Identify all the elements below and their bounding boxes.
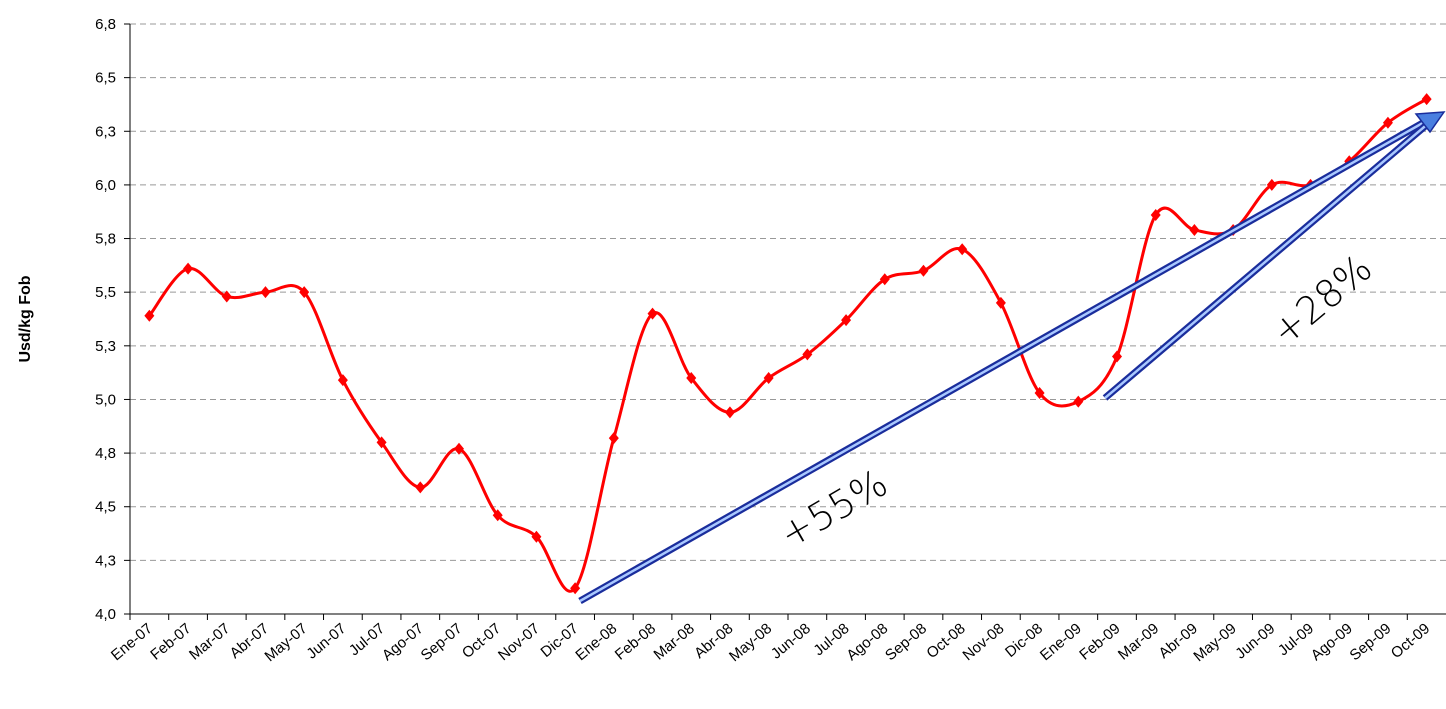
marker	[1073, 395, 1084, 408]
y-tick-label: 5,8	[95, 231, 116, 248]
y-tick-label: 6,0	[95, 177, 116, 194]
x-tick-label: Nov-07	[495, 620, 543, 664]
marker	[879, 273, 890, 286]
x-tick-label: Jun-07	[303, 620, 349, 663]
x-tick-label: Ago-09	[1308, 620, 1356, 664]
marker	[1112, 350, 1122, 363]
marker	[918, 264, 929, 277]
x-tick-label: May-07	[261, 620, 310, 665]
x-tick-label: Ago-08	[843, 620, 891, 664]
x-tick-label: Feb-09	[1076, 620, 1123, 664]
marker	[492, 509, 503, 522]
x-tick-label: Mar-08	[650, 620, 697, 664]
marker	[686, 372, 697, 384]
y-tick-label: 6,8	[95, 16, 116, 33]
x-tick-label: Sep-09	[1347, 620, 1395, 664]
y-tick-label: 5,3	[95, 338, 116, 355]
y-tick-label: 6,5	[95, 70, 116, 87]
marker	[608, 432, 619, 445]
marker	[221, 290, 232, 303]
y-tick-label: 5,5	[95, 284, 116, 301]
x-tick-label: Ene-08	[572, 620, 620, 664]
x-tick-label: Oct-08	[923, 620, 968, 662]
marker	[1382, 116, 1393, 129]
x-tick-label: Mar-07	[186, 620, 233, 664]
arrow	[579, 118, 1429, 603]
arrow	[1104, 121, 1431, 399]
marker	[144, 309, 155, 322]
marker	[1150, 208, 1161, 221]
marker	[260, 286, 271, 299]
marker	[995, 296, 1006, 309]
y-tick-label: 4,3	[95, 552, 116, 569]
x-tick-label: Nov-08	[959, 620, 1007, 664]
marker	[376, 436, 387, 449]
y-tick-label: 4,0	[95, 606, 116, 623]
x-tick-label: Feb-08	[612, 620, 659, 664]
marker	[802, 348, 813, 361]
x-tick-label: Feb-07	[147, 620, 194, 664]
x-tick-label: Jun-09	[1232, 620, 1278, 663]
marker	[299, 286, 310, 299]
y-tick-label: 4,8	[95, 445, 116, 462]
x-tick-label: May-08	[726, 620, 775, 665]
y-tick-label: 6,3	[95, 123, 116, 140]
marker	[415, 481, 426, 494]
y-tick-label: 5,0	[95, 391, 116, 408]
marker	[183, 262, 194, 275]
x-tick-label: May-09	[1190, 620, 1239, 665]
x-tick-label: Mar-09	[1115, 620, 1162, 664]
x-tick-label: Oct-09	[1388, 620, 1433, 662]
marker	[647, 307, 658, 320]
x-tick-label: Ene-09	[1037, 620, 1085, 664]
marker	[531, 530, 542, 543]
marker	[454, 442, 464, 455]
annotation: +55%	[772, 461, 895, 557]
marker	[1189, 223, 1200, 236]
y-axis-label: Usd/kg Fob	[17, 275, 34, 362]
marker	[1421, 93, 1432, 106]
marker	[957, 243, 968, 256]
x-tick-label: Oct-07	[459, 620, 504, 662]
annotation: +28%	[1263, 246, 1380, 354]
x-tick-label: Sep-07	[418, 620, 466, 664]
marker	[1266, 178, 1277, 191]
x-tick-label: Sep-08	[882, 620, 930, 664]
arrows	[578, 111, 1446, 605]
x-tick-label: Ene-07	[108, 620, 156, 664]
marker	[570, 582, 581, 595]
marker	[1034, 387, 1045, 400]
arrow-head	[1414, 111, 1446, 134]
marker	[763, 372, 774, 384]
marker	[337, 374, 348, 387]
x-tick-label: Ago-07	[379, 620, 427, 664]
x-tick-label: Jun-08	[768, 620, 814, 663]
y-tick-label: 4,5	[95, 499, 116, 516]
marker	[724, 406, 735, 419]
marker	[841, 314, 852, 327]
